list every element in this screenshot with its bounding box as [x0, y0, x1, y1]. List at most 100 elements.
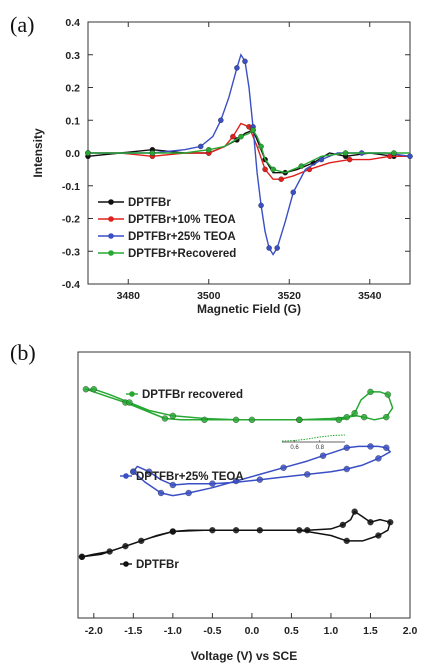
- series-point: [298, 163, 305, 169]
- cv-point: [304, 527, 311, 534]
- panel-a-y-axis-title: Intensity: [31, 128, 45, 178]
- cv-curve-0: [85, 388, 394, 421]
- cv-point: [248, 416, 256, 423]
- panel-b-label: (b): [10, 340, 36, 365]
- series-point: [262, 166, 268, 173]
- inset-trace: [281, 434, 346, 442]
- x-tick-label: 1.5: [363, 625, 378, 637]
- series-point: [250, 127, 256, 133]
- legend-swatch-marker: [108, 250, 114, 256]
- series-point: [234, 65, 240, 71]
- panel-b-inset: 0.6 0.8: [281, 434, 346, 451]
- panel-a-label: (a): [10, 12, 34, 37]
- series-point: [407, 153, 413, 160]
- cv-point: [256, 476, 263, 483]
- cv-point: [169, 528, 177, 535]
- cv-point: [383, 414, 390, 421]
- y-tick-label: -0.4: [62, 279, 80, 291]
- cv-point: [232, 477, 240, 485]
- series-line-3: [88, 129, 410, 174]
- cv-point: [169, 412, 177, 419]
- annotation-swatch-marker: [129, 391, 135, 397]
- cv-point: [367, 388, 374, 396]
- series-point: [258, 202, 264, 209]
- panel-b-plot-area: [78, 386, 394, 560]
- y-tick-label: 0.1: [65, 115, 80, 127]
- legend-entry: DPTFBr+Recovered: [128, 248, 236, 260]
- legend-swatch-marker: [108, 199, 114, 205]
- cv-point: [304, 471, 311, 478]
- cv-point: [201, 416, 208, 423]
- cv-point: [106, 548, 113, 555]
- curve-label: DPTFBr+25% TEOA: [136, 471, 244, 483]
- series-point: [290, 189, 297, 196]
- cv-point: [343, 414, 350, 421]
- cv-point: [339, 521, 346, 529]
- cv-point: [209, 527, 216, 534]
- cv-point: [383, 444, 390, 451]
- x-tick-label: 2.0: [403, 625, 418, 637]
- cv-point: [367, 443, 374, 450]
- cv-point: [361, 414, 368, 421]
- series-point: [278, 176, 284, 182]
- y-tick-label: 0.4: [65, 17, 80, 29]
- cv-point: [375, 532, 382, 539]
- series-point: [342, 150, 349, 156]
- curve-label: DPTFBr recovered: [142, 389, 243, 401]
- cv-point: [169, 481, 177, 489]
- series-point: [230, 133, 236, 140]
- cv-point: [161, 415, 169, 422]
- cv-point: [343, 444, 350, 451]
- cv-point: [130, 468, 137, 475]
- cv-point: [256, 527, 263, 534]
- panel-b-annotations: DPTFBr recovered DPTFBr+25% TEOA DPTFBr: [120, 389, 244, 571]
- legend-entry: DPTFBr+25% TEOA: [128, 231, 236, 243]
- cv-point: [232, 527, 240, 534]
- x-tick-label: 3540: [358, 290, 382, 302]
- cv-point: [232, 416, 240, 423]
- cv-point: [367, 519, 374, 526]
- cv-point: [209, 480, 216, 487]
- cv-point: [335, 416, 343, 423]
- series-point: [85, 150, 91, 156]
- series-point: [242, 58, 248, 65]
- x-tick-label: 3480: [117, 290, 141, 302]
- cv-point: [280, 464, 287, 471]
- cv-point: [185, 489, 192, 497]
- series-point: [274, 245, 280, 251]
- x-tick-label: 3500: [197, 290, 221, 302]
- cv-point: [138, 537, 145, 545]
- panel-a-legend: DPTFBr DPTFBr+10% TEOA DPTFBr+25% TEOA DPTF…: [98, 197, 236, 260]
- series-point: [391, 150, 397, 156]
- y-tick-label: -0.1: [62, 181, 80, 193]
- cv-point: [351, 508, 358, 515]
- x-tick-label: -2.0: [85, 625, 103, 637]
- cv-point: [90, 386, 97, 393]
- cv-point: [387, 519, 394, 526]
- series-line-2: [88, 53, 411, 256]
- series-point: [238, 133, 244, 140]
- cv-point: [126, 399, 133, 406]
- panel-b-x-axis-title: Voltage (V) vs SCE: [191, 649, 297, 663]
- cv-point: [157, 489, 165, 497]
- cv-point: [122, 543, 129, 550]
- series-point: [205, 146, 212, 153]
- inset-tick-label: 0.8: [316, 445, 325, 451]
- cv-point: [384, 391, 392, 398]
- cv-point: [82, 386, 90, 393]
- x-tick-label: 3520: [278, 290, 302, 302]
- cv-point: [78, 553, 86, 560]
- x-tick-label: -1.0: [164, 625, 182, 637]
- y-tick-label: -0.3: [62, 246, 80, 258]
- x-tick-label: 0.5: [284, 625, 299, 637]
- cv-point: [296, 416, 303, 423]
- cv-point: [145, 468, 153, 475]
- legend-swatch-marker: [108, 216, 114, 222]
- legend-swatch-marker: [108, 233, 114, 239]
- legend-entry: DPTFBr: [128, 197, 171, 209]
- panel-b-axes: -2.0 -1.5 -1.0 -0.5 0.0 0.5 1.0 1.5 2.0: [85, 613, 418, 637]
- cv-point: [296, 527, 303, 534]
- cv-curve-2: [81, 510, 391, 558]
- x-tick-label: 0.0: [245, 625, 260, 637]
